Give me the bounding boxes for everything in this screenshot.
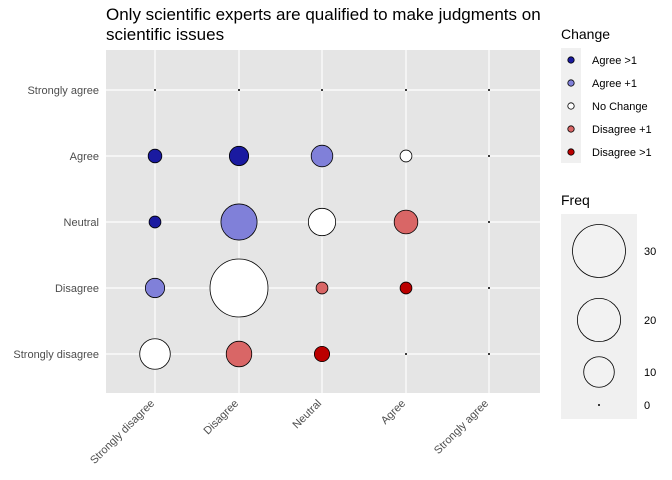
- freq-legend-label-30: 30: [644, 246, 656, 258]
- y-tick-label-neutral: Neutral: [64, 217, 99, 229]
- change-legend-label-agree-1: Agree >1: [592, 55, 637, 67]
- freq-legend: Freq 30 20 10 0: [561, 192, 656, 419]
- change-legend-key-disagree-1: [567, 148, 575, 156]
- point-strongly-agree-neutral: [321, 89, 323, 91]
- bubble-points: [139, 89, 490, 370]
- point-agree-strongly-agree: [488, 155, 490, 157]
- chart-title-line-1: Only scientific experts are qualified to…: [106, 5, 541, 24]
- point-disagree-agree: [399, 281, 413, 295]
- change-legend-title: Change: [561, 26, 610, 42]
- freq-legend-key-10: [583, 356, 615, 388]
- point-neutral-strongly-agree: [488, 221, 490, 223]
- change-legend-label-agree-1: Agree +1: [592, 78, 637, 90]
- x-tick-label-strongly-disagree: Strongly disagree: [88, 398, 157, 467]
- x-tick-label-neutral: Neutral: [291, 398, 325, 432]
- change-legend-label-disagree-1: Disagree >1: [592, 147, 652, 159]
- change-legend-key-agree-1: [567, 79, 575, 87]
- point-strongly-disagree-disagree: [225, 340, 253, 368]
- point-disagree-disagree: [209, 258, 269, 318]
- point-strongly-agree-disagree: [238, 89, 240, 91]
- point-agree-neutral: [310, 144, 334, 168]
- point-strongly-disagree-agree: [405, 353, 407, 355]
- point-neutral-agree: [393, 209, 419, 235]
- freq-legend-key-0: [598, 404, 600, 406]
- x-tick-label-disagree: Disagree: [202, 398, 242, 438]
- point-strongly-agree-agree: [405, 89, 407, 91]
- change-legend-label-disagree-1: Disagree +1: [592, 124, 652, 136]
- y-axis-tick-labels: Strongly disagree Disagree Neutral Agree Str…: [13, 85, 99, 361]
- point-disagree-strongly-agree: [488, 287, 490, 289]
- x-tick-label-agree: Agree: [379, 398, 408, 427]
- x-axis-tick-labels: Strongly disagree Disagree Neutral Agree Str…: [88, 398, 491, 467]
- chart-title-line-2: scientific issues: [106, 25, 224, 44]
- y-tick-label-strongly-disagree: Strongly disagree: [13, 349, 99, 361]
- point-agree-strongly-disagree: [147, 148, 163, 164]
- change-legend-key-disagree-1: [567, 125, 575, 133]
- point-agree-disagree: [228, 145, 250, 167]
- x-tick-label-strongly-agree: Strongly agree: [432, 398, 491, 457]
- freq-legend-key-30: [572, 224, 626, 278]
- point-strongly-agree-strongly-agree: [488, 89, 490, 91]
- freq-legend-label-20: 20: [644, 315, 656, 327]
- y-tick-label-agree: Agree: [70, 151, 99, 163]
- point-disagree-neutral: [315, 281, 329, 295]
- point-strongly-disagree-strongly-disagree: [139, 338, 171, 370]
- point-strongly-disagree-neutral: [313, 345, 331, 363]
- point-disagree-strongly-disagree: [144, 277, 166, 299]
- point-neutral-disagree: [220, 203, 258, 241]
- change-legend-key-no-change: [567, 102, 575, 110]
- change-legend: Change Agree >1 Agree +1 No Change Disagree…: [561, 26, 652, 163]
- freq-legend-title: Freq: [561, 192, 590, 208]
- point-strongly-disagree-strongly-agree: [488, 353, 490, 355]
- change-legend-label-no-change: No Change: [592, 101, 648, 113]
- freq-legend-label-10: 10: [644, 367, 656, 379]
- freq-legend-key-20: [576, 297, 622, 343]
- freq-legend-label-0: 0: [644, 400, 650, 412]
- change-legend-key-agree-1: [567, 56, 575, 64]
- point-neutral-strongly-disagree: [148, 215, 162, 229]
- point-strongly-agree-strongly-disagree: [154, 89, 156, 91]
- point-agree-agree: [399, 149, 413, 163]
- y-tick-label-strongly-agree: Strongly agree: [27, 85, 99, 97]
- y-tick-label-disagree: Disagree: [55, 283, 99, 295]
- point-neutral-neutral: [307, 207, 337, 237]
